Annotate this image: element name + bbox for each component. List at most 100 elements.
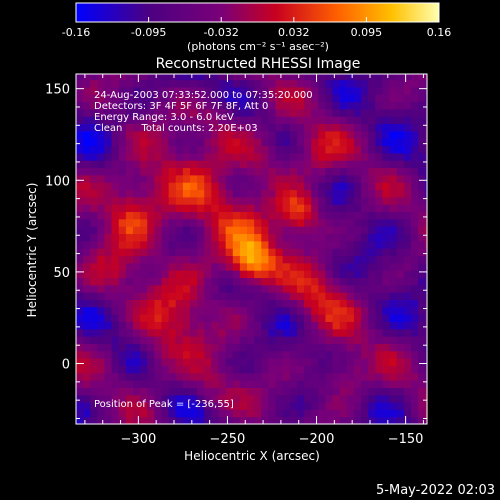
heatmap-cell xyxy=(232,365,241,374)
heatmap-cell xyxy=(382,138,391,147)
heatmap-cell xyxy=(125,409,134,418)
heatmap-cell xyxy=(382,306,391,315)
heatmap-cell xyxy=(289,152,298,161)
heatmap-cell xyxy=(361,240,369,249)
heatmap-cell xyxy=(304,255,312,264)
heatmap-cell xyxy=(133,79,141,88)
heatmap-cell xyxy=(247,292,255,300)
heatmap-cell xyxy=(111,402,120,410)
heatmap-cell xyxy=(118,409,127,418)
heatmap-cell xyxy=(375,328,384,337)
heatmap-cell xyxy=(197,196,205,205)
heatmap-cell xyxy=(261,196,270,205)
heatmap-cell xyxy=(133,94,141,103)
heatmap-cell xyxy=(83,299,91,308)
heatmap-cell xyxy=(204,314,213,322)
heatmap-cell xyxy=(140,380,148,388)
heatmap-cell xyxy=(268,94,277,103)
heatmap-cell xyxy=(133,248,141,257)
heatmap-cell xyxy=(403,74,412,81)
heatmap-cell xyxy=(154,167,163,176)
heatmap-cell xyxy=(403,402,412,410)
heatmap-cell xyxy=(368,160,376,169)
heatmap-cell xyxy=(382,152,391,161)
heatmap-cell xyxy=(304,299,312,308)
heatmap-cell xyxy=(275,262,284,271)
heatmap-cell xyxy=(190,116,198,125)
heatmap-cell xyxy=(332,79,341,88)
heatmap-cell xyxy=(346,372,355,381)
heatmap-cell xyxy=(282,218,291,227)
heatmap-cell xyxy=(339,402,348,410)
heatmap-cell xyxy=(346,306,355,315)
heatmap-cell xyxy=(375,255,384,264)
x-tick-label: −300 xyxy=(121,432,157,447)
x-axis-label: Heliocentric X (arcsec) xyxy=(184,449,320,463)
heatmap-cell xyxy=(403,255,412,264)
heatmap-cell xyxy=(418,152,426,161)
heatmap-cell xyxy=(346,328,355,337)
heatmap-cell xyxy=(282,277,291,286)
heatmap-cell xyxy=(418,108,426,117)
heatmap-cell xyxy=(239,130,248,139)
heatmap-cell xyxy=(175,350,184,359)
heatmap-cell xyxy=(254,130,262,139)
heatmap-cell xyxy=(425,394,428,403)
heatmap-cell xyxy=(232,299,241,308)
heatmap-cell xyxy=(389,123,398,132)
heatmap-cell xyxy=(418,145,426,154)
heatmap-cell xyxy=(140,138,148,147)
heatmap-cell xyxy=(232,402,241,410)
heatmap-cell xyxy=(104,292,113,300)
heatmap-cell xyxy=(368,174,376,183)
heatmap-cell xyxy=(410,211,419,220)
heatmap-cell xyxy=(83,387,91,396)
heatmap-cell xyxy=(410,394,419,403)
heatmap-cell xyxy=(332,101,341,110)
heatmap-cell xyxy=(104,284,113,293)
heatmap-cell xyxy=(232,152,241,161)
heatmap-cell xyxy=(154,270,163,278)
heatmap-cell xyxy=(375,284,384,293)
heatmap-cell xyxy=(396,380,405,388)
heatmap-cell xyxy=(182,79,191,88)
heatmap-cell xyxy=(375,365,384,374)
heatmap-cell xyxy=(111,365,120,374)
heatmap-cell xyxy=(225,160,234,169)
heatmap-cell xyxy=(76,328,84,337)
heatmap-cell xyxy=(296,218,305,227)
heatmap-cell xyxy=(175,248,184,257)
heatmap-cell xyxy=(140,101,148,110)
heatmap-cell xyxy=(296,306,305,315)
heatmap-cell xyxy=(325,116,334,125)
heatmap-cell xyxy=(282,321,291,330)
heatmap-cell xyxy=(332,387,341,396)
heatmap-cell xyxy=(361,86,369,95)
heatmap-cell xyxy=(275,123,284,132)
heatmap-cell xyxy=(147,336,155,344)
heatmap-cell xyxy=(97,108,106,117)
heatmap-cell xyxy=(239,336,248,344)
heatmap-cell xyxy=(254,416,262,425)
colorbar-gradient xyxy=(75,2,440,23)
heatmap-cell xyxy=(325,306,334,315)
heatmap-cell xyxy=(382,409,391,418)
heatmap-cell xyxy=(225,255,234,264)
heatmap-cell xyxy=(204,152,213,161)
heatmap-cell xyxy=(140,277,148,286)
heatmap-cell xyxy=(125,240,134,249)
heatmap-cell xyxy=(396,336,405,344)
heatmap-cell xyxy=(289,255,298,264)
heatmap-cell xyxy=(118,152,127,161)
heatmap-cell xyxy=(368,402,376,410)
heatmap-cell xyxy=(296,314,305,322)
heatmap-cell xyxy=(125,336,134,344)
heatmap-cell xyxy=(175,233,184,242)
heatmap-cell xyxy=(239,240,248,249)
heatmap-cell xyxy=(304,86,312,95)
heatmap-cell xyxy=(418,270,426,278)
heatmap-cell xyxy=(125,328,134,337)
heatmap-cell xyxy=(125,358,134,366)
heatmap-cell xyxy=(225,101,234,110)
heatmap-cell xyxy=(425,218,428,227)
